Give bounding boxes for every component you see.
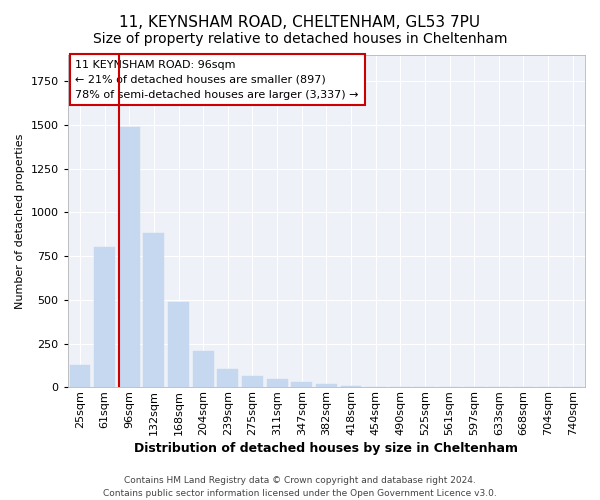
Text: Contains HM Land Registry data © Crown copyright and database right 2024.
Contai: Contains HM Land Registry data © Crown c…: [103, 476, 497, 498]
Bar: [316, 384, 337, 388]
Bar: [266, 380, 287, 388]
Bar: [70, 364, 91, 388]
Y-axis label: Number of detached properties: Number of detached properties: [15, 134, 25, 309]
Bar: [291, 382, 312, 388]
Bar: [143, 234, 164, 388]
Bar: [119, 126, 140, 388]
Text: 11, KEYNSHAM ROAD, CHELTENHAM, GL53 7PU: 11, KEYNSHAM ROAD, CHELTENHAM, GL53 7PU: [119, 15, 481, 30]
Bar: [341, 386, 361, 388]
Bar: [168, 302, 189, 388]
Bar: [94, 248, 115, 388]
Bar: [242, 376, 263, 388]
Bar: [217, 369, 238, 388]
X-axis label: Distribution of detached houses by size in Cheltenham: Distribution of detached houses by size …: [134, 442, 518, 455]
Text: Size of property relative to detached houses in Cheltenham: Size of property relative to detached ho…: [93, 32, 507, 46]
Bar: [193, 352, 214, 388]
Text: 11 KEYNSHAM ROAD: 96sqm
← 21% of detached houses are smaller (897)
78% of semi-d: 11 KEYNSHAM ROAD: 96sqm ← 21% of detache…: [76, 60, 359, 100]
